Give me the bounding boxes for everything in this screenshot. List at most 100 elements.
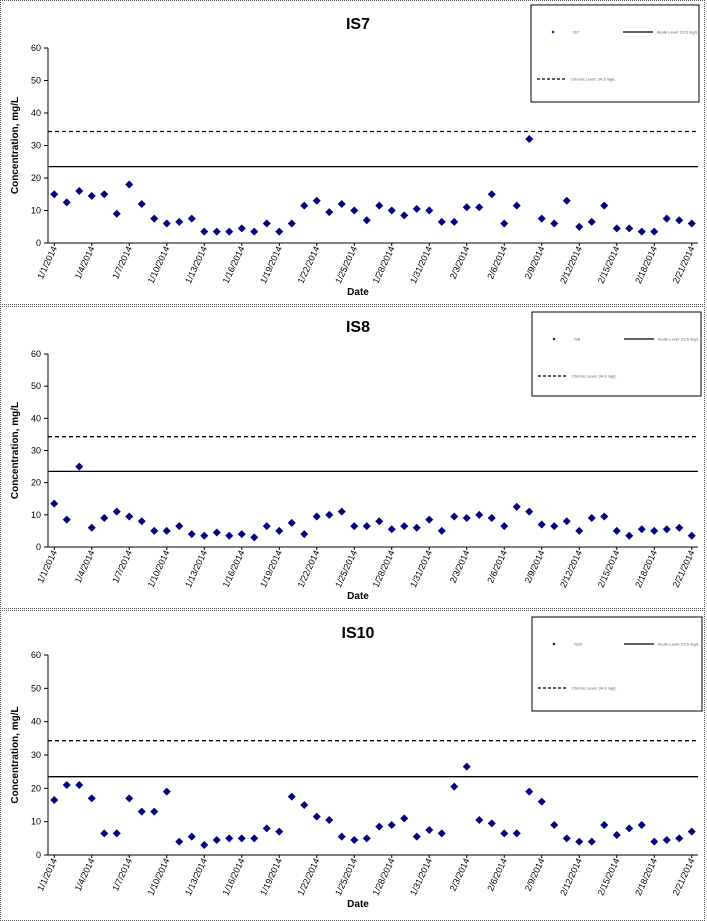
chart-1-data-point-40 bbox=[550, 522, 559, 531]
chart-2-x-tick-label-4: 1/13/2014 bbox=[183, 857, 209, 898]
chart-2-data-point-25 bbox=[362, 834, 371, 843]
chart-2-data-point-0 bbox=[50, 796, 59, 804]
chart-1-data-point-15 bbox=[237, 530, 246, 539]
chart-1-y-tick-label-3: 30 bbox=[31, 446, 41, 456]
chart-1-data-point-35 bbox=[487, 514, 496, 523]
chart-0-y-axis-label: Concentration, mg/L bbox=[10, 97, 21, 194]
chart-0-data-point-7 bbox=[137, 200, 146, 208]
chart-1-data-point-3 bbox=[87, 523, 96, 532]
chart-2-data-point-45 bbox=[612, 831, 621, 839]
chart-2-data-point-44 bbox=[600, 821, 609, 829]
chart-0-data-point-16 bbox=[250, 227, 259, 236]
chart-0-data-point-10 bbox=[175, 217, 184, 226]
chart-0-x-tick-label-10: 1/31/2014 bbox=[408, 245, 434, 286]
chart-2-y-tick-label-2: 20 bbox=[31, 783, 41, 793]
chart-1-data-point-20 bbox=[300, 530, 309, 539]
chart-0-legend-chronic-label: Chronic Level: 34.3 mg/L bbox=[571, 77, 616, 82]
chart-2-x-tick-label-8: 1/25/2014 bbox=[333, 857, 359, 898]
chart-0-y-tick-label-0: 0 bbox=[36, 238, 41, 248]
chart-1-data-point-18 bbox=[275, 526, 284, 535]
chart-0-data-point-36 bbox=[500, 219, 509, 228]
chart-2-data-point-10 bbox=[175, 837, 184, 846]
chart-panel-is8: IS8 Concentration, mg/L 0 10 20 30 40 50 60 1/1/2… bbox=[0, 306, 705, 609]
chart-2-data-point-12 bbox=[200, 841, 209, 849]
chart-0-data-point-43 bbox=[587, 217, 596, 226]
chart-1-data-point-37 bbox=[512, 502, 521, 511]
chart-1-legend-box bbox=[531, 311, 702, 397]
chart-2-x-tick-label-15: 2/15/2014 bbox=[596, 857, 622, 898]
chart-1-data-point-47 bbox=[637, 525, 646, 534]
chart-2-legend-marker bbox=[552, 642, 556, 646]
chart-0-y-tick-label-6: 60 bbox=[31, 43, 41, 53]
chart-1-y-tick-label-2: 20 bbox=[31, 478, 41, 488]
chart-1-x-tick-label-17: 2/21/2014 bbox=[671, 549, 697, 590]
chart-1-data-point-34 bbox=[475, 510, 484, 519]
chart-2-data-point-2 bbox=[75, 781, 84, 789]
chart-1-data-point-39 bbox=[537, 520, 546, 529]
chart-1-data-point-28 bbox=[400, 522, 409, 531]
chart-2-data-point-8 bbox=[150, 807, 159, 816]
chart-0-y-tick-label-5: 50 bbox=[31, 76, 41, 86]
chart-2-x-tick-label-1: 1/4/2014 bbox=[73, 857, 97, 893]
chart-2-data-point-20 bbox=[300, 801, 309, 809]
chart-1-data-point-9 bbox=[162, 526, 171, 535]
chart-1-data-point-8 bbox=[150, 526, 159, 535]
chart-0-data-point-44 bbox=[600, 201, 609, 210]
chart-2-data-point-7 bbox=[137, 807, 146, 816]
chart-2-data-point-34 bbox=[475, 816, 484, 824]
chart-1-data-point-32 bbox=[450, 512, 459, 521]
chart-1-data-point-44 bbox=[600, 512, 609, 521]
chart-0-x-tick-label-9: 1/28/2014 bbox=[371, 245, 397, 286]
chart-2-data-point-5 bbox=[112, 829, 121, 838]
chart-0-data-point-35 bbox=[487, 190, 496, 199]
chart-0-data-point-41 bbox=[562, 196, 571, 205]
chart-2-data-point-35 bbox=[487, 819, 496, 828]
chart-0-data-point-11 bbox=[187, 214, 196, 223]
chart-2-y-tick-label-5: 50 bbox=[31, 683, 41, 693]
chart-2-data-point-49 bbox=[662, 836, 671, 844]
chart-1-title: IS8 bbox=[346, 319, 370, 336]
chart-2-x-tick-label-10: 1/31/2014 bbox=[408, 857, 434, 898]
chart-2-data-point-40 bbox=[550, 821, 559, 829]
chart-svg-is10: IS10 Concentration, mg/L 0 10 20 30 40 50 60 1/1/… bbox=[10, 616, 703, 910]
chart-2-data-point-21 bbox=[312, 812, 321, 821]
chart-0-x-tick-label-8: 1/25/2014 bbox=[333, 245, 359, 286]
chart-1-x-tick-label-13: 2/9/2014 bbox=[523, 549, 547, 585]
chart-2-data-point-37 bbox=[512, 829, 521, 838]
chart-0-x-tick-label-3: 1/10/2014 bbox=[146, 245, 172, 286]
chart-1-data-point-5 bbox=[112, 507, 121, 516]
chart-2-data-point-50 bbox=[675, 834, 684, 843]
chart-2-legend-chronic-label: Chronic Level: 34.3 mg/L bbox=[572, 686, 617, 691]
chart-1-data-point-4 bbox=[100, 514, 109, 523]
chart-2-y-tick-label-0: 0 bbox=[36, 850, 41, 860]
chart-0-data-point-42 bbox=[575, 222, 584, 231]
chart-2-x-tick-label-3: 1/10/2014 bbox=[146, 857, 172, 898]
chart-1-data-point-26 bbox=[375, 517, 384, 526]
chart-0-data-point-31 bbox=[437, 217, 446, 226]
chart-0-data-point-17 bbox=[262, 219, 271, 228]
chart-0-data-point-25 bbox=[362, 216, 371, 225]
chart-2-legend-box bbox=[531, 616, 703, 712]
chart-0-data-point-47 bbox=[637, 227, 646, 236]
chart-1-data-point-2 bbox=[75, 462, 84, 471]
chart-0-x-tick-label-14: 2/12/2014 bbox=[558, 245, 584, 286]
chart-1-data-point-31 bbox=[437, 526, 446, 535]
chart-0-data-point-1 bbox=[62, 198, 71, 207]
chart-1-x-tick-label-12: 2/6/2014 bbox=[485, 549, 509, 585]
chart-0-data-point-23 bbox=[337, 200, 346, 208]
chart-2-data-point-19 bbox=[287, 792, 296, 801]
chart-0-data-point-40 bbox=[550, 219, 559, 228]
chart-2-data-point-46 bbox=[625, 824, 634, 833]
chart-2-x-tick-label-17: 2/21/2014 bbox=[671, 857, 697, 898]
chart-2-data-point-29 bbox=[412, 832, 421, 841]
chart-1-x-tick-label-8: 1/25/2014 bbox=[333, 549, 359, 590]
chart-0-data-point-5 bbox=[112, 209, 121, 218]
chart-0-data-point-50 bbox=[675, 216, 684, 225]
chart-panel-is10: IS10 Concentration, mg/L 0 10 20 30 40 50 60 1/1/… bbox=[0, 610, 705, 921]
chart-2-x-axis-label: Date bbox=[347, 899, 369, 910]
chart-0-x-tick-label-0: 1/1/2014 bbox=[35, 245, 59, 281]
chart-2-x-tick-label-9: 1/28/2014 bbox=[371, 857, 397, 898]
chart-2-title: IS10 bbox=[342, 625, 375, 642]
chart-2-data-point-47 bbox=[637, 821, 646, 829]
chart-1-data-point-7 bbox=[137, 517, 146, 526]
